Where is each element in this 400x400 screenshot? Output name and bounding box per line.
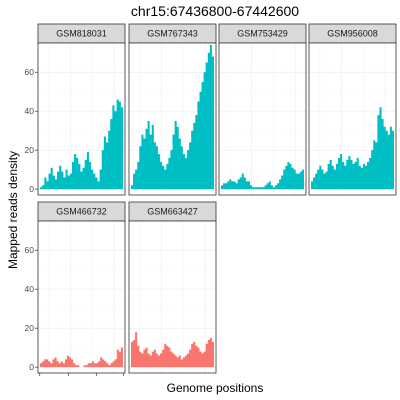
facets-layer: GSM818031 GSM767343 GSM753429 GSM956008 GSM4… [38,24,396,373]
chart-title: chr15:67436800-67442600 [131,3,299,19]
y-tick-label: 20 [25,323,35,333]
y-axis-title: Mapped reads density [6,151,20,269]
facet-strip-label: GSM753429 [237,29,288,39]
y-tick-label: 0 [29,362,34,372]
facet-panel: GSM956008 [309,24,396,195]
x-axis-title: Genome positions [167,381,264,395]
x-axis-layer [40,373,124,376]
y-tick-label: 20 [25,145,35,155]
y-tick-label: 0 [29,184,34,194]
y-axis-layer: 0 20 40 60 0 20 40 60 [25,67,38,372]
y-tick-label: 60 [25,67,35,77]
facet-strip-label: GSM818031 [56,29,107,39]
y-tick-label: 40 [25,284,35,294]
facet-panel: GSM767343 [129,24,216,195]
facet-panel: GSM818031 [38,24,125,195]
facet-strip-label: GSM466732 [56,207,107,217]
facet-panel: GSM663427 [129,202,216,373]
facet-panel: GSM753429 [219,24,306,195]
facet-strip-label: GSM767343 [147,29,198,39]
y-tick-label: 40 [25,106,35,116]
facet-strip-label: GSM956008 [327,29,378,39]
facet-strip-label: GSM663427 [147,207,198,217]
panel-background [129,221,216,373]
panel-background [38,221,125,373]
y-tick-label: 60 [25,245,35,255]
facet-panel: GSM466732 [38,202,125,373]
